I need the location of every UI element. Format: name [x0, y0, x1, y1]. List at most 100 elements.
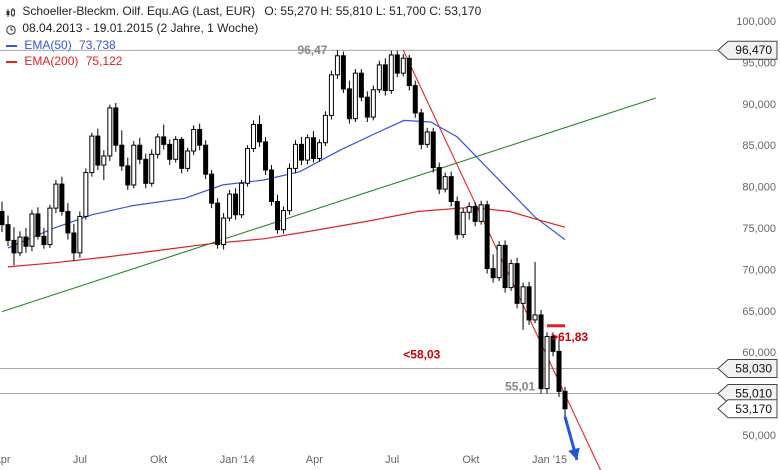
- candle: [514, 257, 520, 309]
- candle-body: [89, 135, 95, 174]
- candle: [185, 147, 191, 172]
- candle: [35, 207, 41, 240]
- candle: [167, 139, 173, 166]
- candle: [173, 136, 179, 163]
- candle: [322, 111, 328, 147]
- candle: [310, 131, 316, 163]
- price-label: <58,03: [403, 348, 440, 362]
- candle: [221, 213, 227, 250]
- candle-body: [257, 124, 263, 143]
- candles: [0, 50, 568, 421]
- candle-body: [95, 135, 101, 166]
- candle-body: [544, 335, 550, 390]
- candle-body: [466, 205, 472, 213]
- candle-body: [298, 143, 304, 161]
- candle: [298, 136, 304, 166]
- candle: [508, 259, 514, 291]
- candle: [11, 227, 17, 266]
- x-tick-label: Apr: [0, 454, 11, 466]
- candle-body: [101, 155, 107, 166]
- candle: [406, 54, 412, 91]
- y-tick-label: 70,000: [742, 264, 776, 276]
- candle-body: [119, 144, 125, 167]
- candle: [562, 386, 568, 421]
- candle: [436, 162, 442, 195]
- candle-body: [352, 72, 358, 120]
- y-value-tag: 58,030: [717, 359, 778, 379]
- candle-body: [173, 138, 179, 160]
- candle-body: [35, 213, 41, 237]
- candle-body: [508, 263, 514, 289]
- candle-body: [221, 217, 227, 246]
- candle-body: [239, 182, 245, 216]
- candle: [286, 163, 292, 215]
- candle: [257, 115, 263, 147]
- candle-body: [562, 390, 568, 410]
- candle-body: [179, 138, 185, 169]
- candle: [71, 223, 77, 262]
- candle-body: [490, 268, 496, 279]
- candle: [556, 339, 562, 397]
- candle-body: [191, 128, 197, 152]
- candle: [370, 85, 376, 121]
- candle: [346, 80, 352, 124]
- price-label: >61,83: [551, 330, 588, 344]
- y-value-tag-box: [717, 40, 778, 60]
- candle: [77, 211, 83, 258]
- candle-body: [340, 55, 346, 90]
- candle-body: [131, 144, 137, 186]
- trendline-green-uptrend: [1, 97, 656, 313]
- ema-lines: [7, 119, 566, 268]
- legend-value-ema50: 73,738: [79, 38, 116, 52]
- candle-body: [227, 193, 233, 219]
- candle: [41, 228, 47, 249]
- y-tick-label: 65,000: [742, 306, 776, 318]
- candle: [179, 136, 185, 174]
- candle: [29, 209, 35, 252]
- y-value-tag: 53,170: [717, 399, 778, 419]
- candle-body: [550, 335, 556, 352]
- y-value-tag-label: 58,030: [735, 362, 772, 376]
- candle: [538, 309, 544, 394]
- candle: [340, 51, 346, 94]
- candle-body: [155, 136, 161, 155]
- candle-body: [370, 89, 376, 118]
- candle-body: [17, 236, 23, 254]
- candle-body: [11, 239, 17, 254]
- candle: [155, 133, 161, 159]
- candle-body: [292, 143, 298, 169]
- candle: [478, 200, 484, 225]
- candle: [394, 50, 400, 78]
- candle-body: [412, 85, 418, 114]
- candle-body: [316, 142, 322, 159]
- candle: [275, 194, 281, 234]
- candle: [17, 231, 23, 257]
- candle-body: [47, 207, 53, 246]
- candle: [191, 125, 197, 156]
- candle-body: [514, 263, 520, 304]
- candle: [412, 80, 418, 118]
- level-lines: [0, 49, 718, 394]
- y-value-tag-label: 55,010: [735, 387, 772, 401]
- candle-body: [538, 314, 544, 390]
- candle-body: [376, 64, 382, 91]
- x-tick-label: Jul: [385, 454, 399, 466]
- candle: [526, 281, 532, 325]
- candle: [143, 153, 149, 189]
- candle: [304, 134, 310, 165]
- y-tick-label: 95,000: [742, 57, 776, 69]
- candle-body: [328, 74, 334, 116]
- candle: [107, 104, 113, 161]
- candle-body: [161, 136, 167, 145]
- candle-body: [77, 215, 83, 254]
- x-tick-label: Jul: [73, 454, 87, 466]
- candle-body: [430, 131, 436, 169]
- candle-body: [520, 286, 526, 304]
- candle-body: [0, 210, 5, 226]
- candle: [119, 130, 125, 171]
- y-tick-label: 80,000: [742, 182, 776, 194]
- candle: [358, 69, 364, 102]
- candle-body: [197, 128, 203, 146]
- candle: [502, 240, 508, 293]
